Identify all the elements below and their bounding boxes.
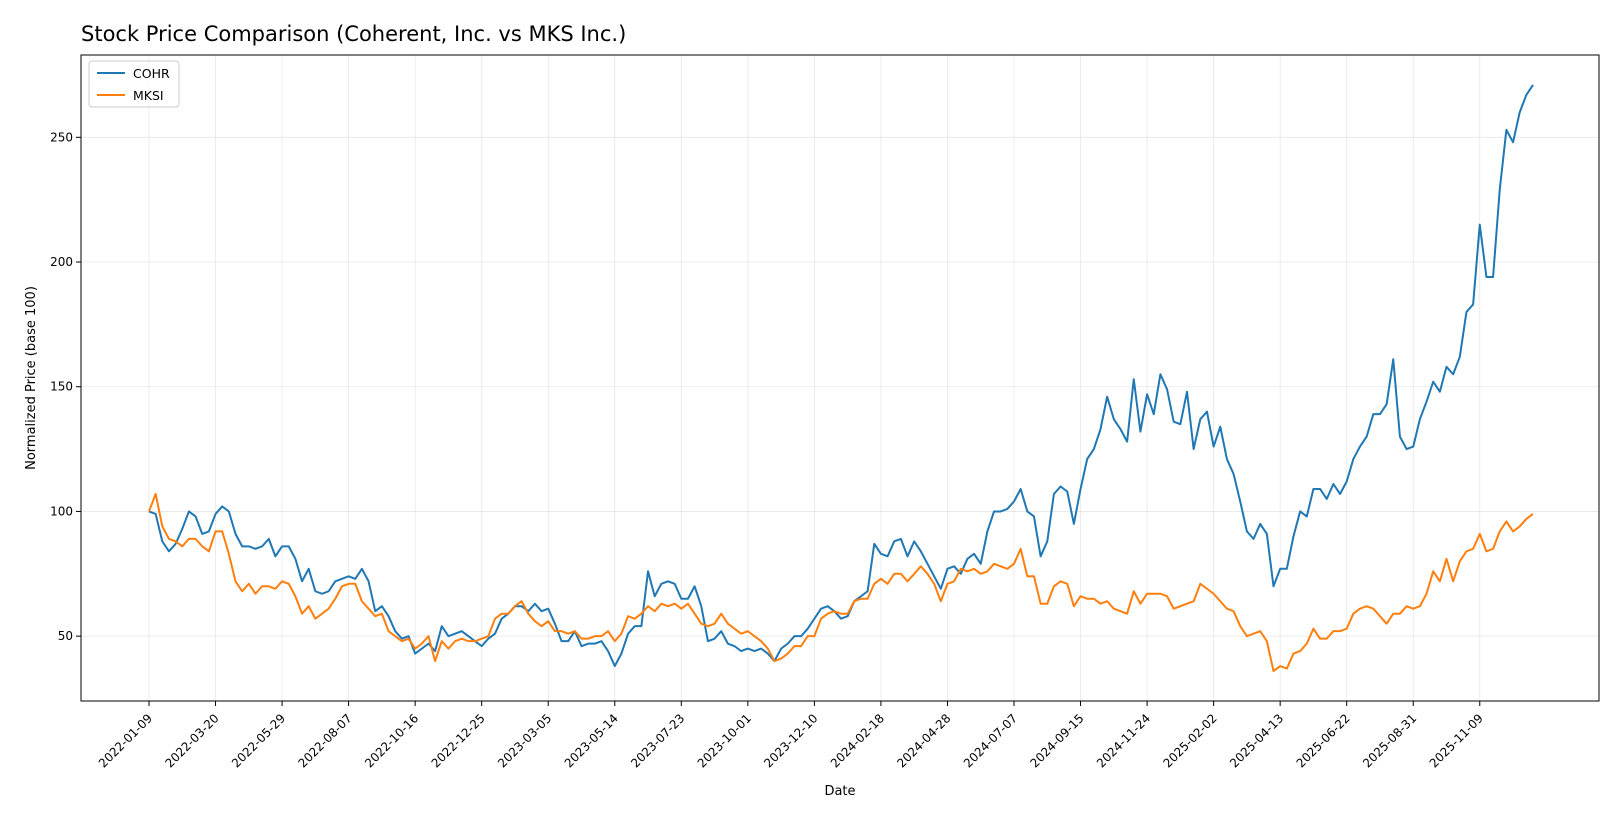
x-tick-label: 2024-09-15 (1027, 711, 1086, 770)
y-tick-label: 150 (50, 380, 73, 394)
x-tick-label: 2024-07-07 (961, 711, 1020, 770)
y-tick-label: 200 (50, 255, 73, 269)
x-tick-label: 2022-05-29 (229, 711, 288, 770)
x-tick-label: 2025-02-02 (1161, 711, 1220, 770)
legend: COHR MKSI (88, 60, 180, 108)
x-tick-label: 2025-06-22 (1294, 711, 1353, 770)
x-axis-label: Date (824, 784, 855, 799)
x-tick-label: 2023-10-01 (695, 711, 754, 770)
grid (81, 55, 1599, 701)
y-tick-label: 50 (58, 629, 73, 643)
series-lines (148, 84, 1534, 673)
series-line-cohr (148, 84, 1534, 668)
legend-label-cohr: COHR (133, 66, 170, 81)
x-tick-label: 2025-08-31 (1360, 711, 1419, 770)
y-axis-ticks: 50 100 150 200 250 (50, 130, 81, 643)
x-tick-label: 2022-08-07 (296, 711, 355, 770)
x-tick-label: 2022-01-09 (96, 711, 155, 770)
y-tick-label: 100 (50, 504, 73, 518)
x-tick-label: 2023-03-05 (495, 711, 554, 770)
plot-frame (80, 54, 1600, 702)
legend-label-mksi: MKSI (133, 88, 164, 103)
x-tick-label: 2023-05-14 (562, 711, 621, 770)
y-axis-label: Normalized Price (base 100) (24, 286, 39, 470)
x-tick-label: 2024-11-24 (1094, 711, 1153, 770)
x-tick-label: 2024-02-18 (828, 711, 887, 770)
x-tick-label: 2022-12-25 (429, 711, 488, 770)
x-tick-label: 2025-04-13 (1227, 711, 1286, 770)
x-tick-label: 2023-12-10 (761, 711, 820, 770)
chart-title: Stock Price Comparison (Coherent, Inc. v… (81, 22, 626, 46)
x-tick-label: 2022-03-20 (162, 711, 221, 770)
x-axis-ticks: 2022-01-09 2022-03-20 2022-05-29 2022-08-07… (96, 701, 1486, 770)
x-tick-label: 2022-10-16 (362, 711, 421, 770)
y-tick-label: 250 (50, 130, 73, 144)
x-tick-label: 2023-07-23 (628, 711, 687, 770)
x-tick-label: 2025-11-09 (1427, 711, 1486, 770)
series-line-mksi (148, 492, 1534, 673)
x-tick-label: 2024-04-28 (894, 711, 953, 770)
